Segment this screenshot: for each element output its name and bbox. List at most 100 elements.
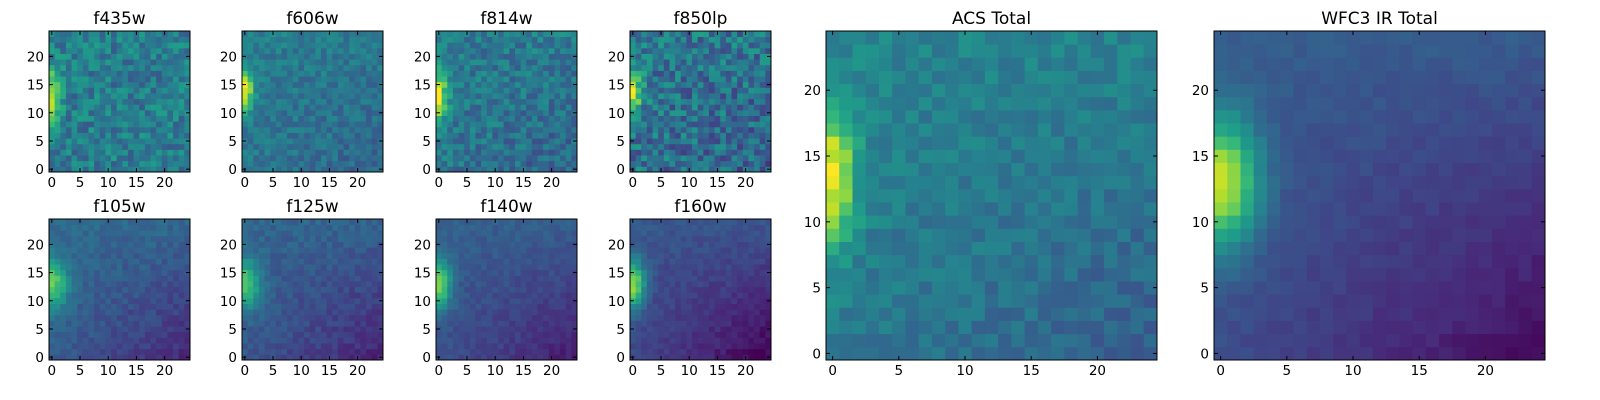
heatmap-cell [514, 252, 521, 259]
heatmap-cell [304, 297, 311, 304]
heatmap-cell [720, 76, 727, 83]
heatmap-cell [71, 70, 78, 77]
heatmap-cell [332, 303, 339, 310]
heatmap-cell [708, 331, 715, 338]
heatmap-cell [77, 235, 84, 242]
heatmap-cell [258, 109, 265, 116]
heatmap-cell [554, 143, 561, 150]
heatmap-cell [641, 104, 648, 111]
heatmap-cell [503, 81, 510, 88]
heatmap-cell [731, 70, 738, 77]
heatmap-cell [71, 126, 78, 133]
heatmap-cell [720, 281, 727, 288]
heatmap-cell [452, 264, 459, 271]
heatmap-cell [543, 320, 550, 327]
heatmap-cell [360, 235, 367, 242]
heatmap-cell [264, 224, 271, 231]
heatmap-cell [354, 98, 361, 105]
heatmap-cell [469, 297, 476, 304]
heatmap-cell [720, 331, 727, 338]
heatmap-cell [765, 76, 772, 83]
heatmap-cell [646, 286, 653, 293]
heatmap-cell [292, 109, 299, 116]
heatmap-cell [526, 47, 533, 54]
heatmap-cell [287, 42, 294, 49]
heatmap-cell [94, 264, 101, 271]
heatmap-cell [520, 258, 527, 265]
heatmap-cell [514, 160, 521, 167]
heatmap-cell [703, 320, 710, 327]
heatmap-cell [116, 47, 123, 54]
heatmap-cell [65, 314, 72, 321]
heatmap-cell [543, 59, 550, 66]
heatmap-cell [675, 115, 682, 122]
heatmap-cell [343, 219, 350, 226]
heatmap-cell [275, 93, 282, 100]
heatmap-cell [133, 292, 140, 299]
heatmap-cell [531, 264, 538, 271]
heatmap-cell [99, 241, 106, 248]
heatmap-cell [725, 343, 732, 350]
heatmap-cell [531, 281, 538, 288]
heatmap-cell [366, 59, 373, 66]
heatmap-cell [337, 354, 344, 361]
heatmap-cell [122, 160, 129, 167]
heatmap-cell [503, 126, 510, 133]
heatmap-cell [156, 337, 163, 344]
heatmap-cell [537, 70, 544, 77]
heatmap-cell [354, 275, 361, 282]
heatmap-cell [116, 269, 123, 276]
heatmap-cell [509, 81, 516, 88]
heatmap-cell [88, 126, 95, 133]
heatmap-cell [287, 115, 294, 122]
heatmap-cell [646, 93, 653, 100]
heatmap-cell [298, 59, 305, 66]
heatmap-cell [641, 121, 648, 128]
heatmap-cell [360, 166, 367, 173]
heatmap-cell [543, 230, 550, 237]
heatmap-cell [281, 241, 288, 248]
heatmap-cell [731, 303, 738, 310]
heatmap-cell [692, 331, 699, 338]
heatmap-cell [503, 241, 510, 248]
heatmap-cell [326, 247, 333, 254]
heatmap-cell [133, 320, 140, 327]
heatmap-cell [554, 70, 561, 77]
heatmap-cell [725, 64, 732, 71]
heatmap-cell [315, 331, 322, 338]
heatmap-cell [258, 275, 265, 282]
heatmap-cell [720, 160, 727, 167]
heatmap-cell [514, 354, 521, 361]
heatmap-cell [669, 354, 676, 361]
heatmap-cell [554, 121, 561, 128]
heatmap-cell [486, 292, 493, 299]
heatmap-cell [548, 93, 555, 100]
heatmap-cell [452, 115, 459, 122]
heatmap-cell [292, 224, 299, 231]
heatmap-cell [759, 31, 766, 38]
heatmap-cell [481, 314, 488, 321]
heatmap-cell [150, 31, 157, 38]
heatmap-cell [748, 98, 755, 105]
heatmap-cell [326, 143, 333, 150]
y-tick-label: 15 [414, 78, 431, 94]
heatmap-cell [492, 292, 499, 299]
heatmap-cell [458, 326, 465, 333]
heatmap-cell [127, 264, 134, 271]
heatmap-cell [675, 348, 682, 355]
heatmap-cell [765, 292, 772, 299]
heatmap-cell [156, 155, 163, 162]
heatmap-cell [680, 309, 687, 316]
heatmap-cell [49, 47, 56, 54]
heatmap-cell [475, 235, 482, 242]
heatmap-cell [571, 292, 578, 299]
heatmap-cell [703, 47, 710, 54]
heatmap-cell [748, 36, 755, 43]
heatmap-cell [184, 292, 191, 299]
heatmap-cell [692, 354, 699, 361]
heatmap-cell [720, 81, 727, 88]
heatmap-cell [686, 326, 693, 333]
heatmap-cell [680, 337, 687, 344]
heatmap-cell [94, 286, 101, 293]
heatmap-cell [178, 93, 185, 100]
